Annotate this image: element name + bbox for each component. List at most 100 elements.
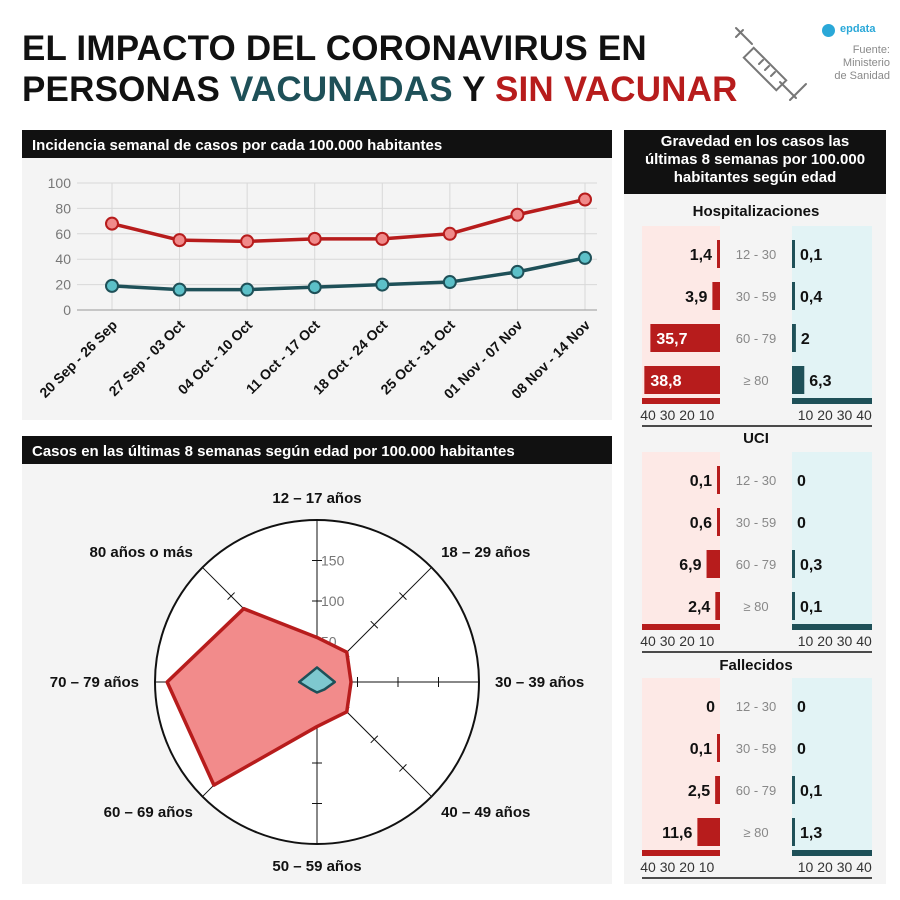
x-tick-label: 20	[679, 859, 695, 875]
bar-vacunados	[792, 366, 805, 394]
radar-axis-label: 50 – 59 años	[272, 858, 361, 875]
value-label-vacunados: 0,1	[800, 599, 822, 616]
value-label-vacunados: 0	[797, 473, 806, 490]
radar-axis-label: 70 – 79 años	[50, 674, 139, 691]
value-label-sin-vacunar: 2,4	[688, 599, 710, 616]
radar-tick	[227, 592, 235, 600]
radar-axis-label: 80 años o más	[90, 544, 193, 561]
x-tick-label: 40	[640, 859, 656, 875]
radar-tick	[370, 735, 379, 744]
bar-sin-vacunar	[706, 550, 720, 578]
radar-tick	[370, 620, 379, 629]
severity-title-line-3: habitantes según edad	[673, 169, 837, 186]
value-label-sin-vacunar: 35,7	[656, 331, 687, 348]
bar-vacunados	[792, 240, 795, 268]
severity-header: Gravedad en los casos las últimas 8 sema…	[624, 130, 886, 194]
baseline-sin-vacunar	[642, 850, 720, 856]
title-part-sin-vacunar: SIN VACUNAR	[494, 70, 738, 109]
y-tick-label: 0	[63, 302, 71, 318]
title-line-2: PERSONAS VACUNADAS Y SIN VACUNAR	[22, 69, 762, 110]
age-group-label: ≥ 80	[743, 599, 768, 614]
series-line	[111, 197, 586, 244]
bar-sin-vacunar	[717, 466, 720, 494]
data-point	[578, 250, 592, 265]
x-tick-label: 40	[640, 633, 656, 649]
x-tick-label: 30	[660, 407, 676, 423]
value-label-sin-vacunar: 6,9	[679, 557, 701, 574]
x-tick-label: 30	[660, 633, 676, 649]
line-chart-header: Incidencia semanal de casos por cada 100…	[22, 130, 612, 158]
value-label-vacunados: 0	[797, 741, 806, 758]
radar-axis-label: 30 – 39 años	[495, 674, 584, 691]
data-point	[105, 216, 119, 231]
bg-vacunados	[792, 226, 872, 398]
bar-sin-vacunar	[715, 592, 720, 620]
y-tick-label: 60	[55, 226, 71, 242]
severity-title-line-1: Gravedad en los casos las	[660, 133, 850, 150]
x-tick-label: 30	[660, 859, 676, 875]
radar-series-area	[297, 666, 337, 694]
value-label-sin-vacunar: 3,9	[685, 289, 707, 306]
bar-sin-vacunar	[644, 366, 720, 394]
x-tick-label: 40	[640, 407, 656, 423]
uci-subtitle: UCI	[743, 430, 769, 447]
series-line	[111, 256, 586, 292]
age-group-label: 30 - 59	[736, 515, 776, 530]
hosp-bar-chart: 1,4 0,1 12 - 30 3,9 0,4 30 - 59 35,7 2 60 - 79 38…	[640, 226, 872, 427]
value-label-vacunados: 1,3	[800, 825, 822, 842]
value-label-sin-vacunar: 0	[706, 699, 715, 716]
data-point	[578, 192, 592, 207]
age-group-label: 60 - 79	[736, 331, 776, 346]
x-tick-label: 20	[817, 859, 833, 875]
data-point	[442, 275, 457, 290]
value-label-sin-vacunar: 2,5	[688, 783, 710, 800]
radar-tick	[399, 592, 407, 600]
x-tick-label: 20	[817, 633, 833, 649]
line-chart-title: Incidencia semanal de casos por cada 100…	[32, 137, 443, 154]
radar-tick-label: 100	[321, 593, 345, 609]
bar-vacunados	[792, 324, 796, 352]
value-label-vacunados: 0,1	[800, 783, 822, 800]
bg-vacunados	[792, 678, 872, 850]
data-point	[172, 282, 187, 297]
age-group-label: 60 - 79	[736, 557, 776, 572]
age-group-label: 12 - 30	[736, 473, 776, 488]
y-tick-label: 40	[55, 251, 71, 267]
x-tick-label: 20	[679, 407, 695, 423]
bar-vacunados	[792, 776, 795, 804]
x-tick-label: 30	[837, 407, 853, 423]
bar-sin-vacunar	[715, 776, 720, 804]
x-tick-label: 10	[798, 407, 814, 423]
brand-logo: epdata	[840, 23, 876, 35]
radar-tick	[399, 764, 407, 772]
baseline-vacunados	[792, 398, 872, 404]
x-tick-label: 20	[679, 633, 695, 649]
data-point	[172, 233, 187, 248]
age-group-label: 30 - 59	[736, 289, 776, 304]
x-tick-label: 30	[837, 859, 853, 875]
value-label-sin-vacunar: 0,6	[690, 515, 712, 532]
radar-axis-label: 12 – 17 años	[272, 490, 361, 507]
data-point	[240, 234, 255, 249]
value-label-sin-vacunar: 1,4	[690, 247, 712, 264]
title-line-1: EL IMPACTO DEL CORONAVIRUS EN	[22, 29, 647, 68]
age-group-label: 12 - 30	[736, 247, 776, 262]
y-tick-label: 20	[55, 277, 71, 293]
age-group-label: 30 - 59	[736, 741, 776, 756]
page-title: EL IMPACTO DEL CORONAVIRUS EN PERSONAS V…	[22, 28, 762, 110]
bar-sin-vacunar	[717, 734, 720, 762]
x-tick-label: 10	[699, 407, 715, 423]
data-point	[105, 278, 119, 293]
value-label-vacunados: 0	[797, 515, 806, 532]
fallecidos-subtitle: Fallecidos	[719, 657, 793, 674]
data-point	[375, 231, 390, 246]
severity-title-line-2: últimas 8 semanas por 100.000	[644, 151, 866, 168]
age-group-label: ≥ 80	[743, 373, 768, 388]
y-tick-label: 100	[48, 175, 72, 191]
value-label-vacunados: 0,3	[800, 557, 822, 574]
radar-chart-header: Casos en las últimas 8 semanas según eda…	[22, 436, 612, 464]
plot-area	[77, 183, 597, 310]
title-part-y: Y	[452, 70, 495, 109]
baseline-sin-vacunar	[642, 398, 720, 404]
